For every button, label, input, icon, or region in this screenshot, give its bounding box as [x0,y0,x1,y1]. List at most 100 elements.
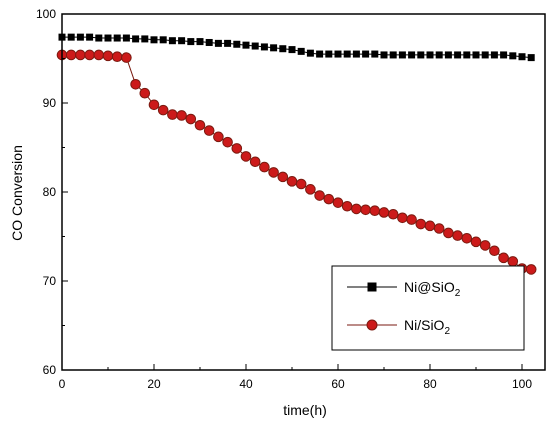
data-point [323,193,335,205]
legend: Ni@SiO2 Ni/SiO2 [331,265,525,351]
data-point [148,99,160,111]
data-point [525,264,537,275]
data-point [481,51,489,59]
data-point [297,47,305,55]
data-point [277,171,289,183]
data-point [498,252,509,264]
data-point [454,51,462,59]
data-point [443,227,454,239]
data-point [452,230,463,241]
series-ni-at-sio2 [58,33,535,62]
data-point [408,51,416,59]
data-point [242,41,250,49]
data-point [213,131,224,143]
data-point [500,51,508,59]
data-point [167,109,178,120]
data-point [157,104,169,116]
data-point [231,143,243,154]
data-point [222,136,233,148]
data-point [176,110,187,121]
data-point [360,204,371,216]
data-point [224,39,232,47]
data-point [196,38,204,46]
data-point [121,52,132,63]
data-point [490,51,498,59]
data-point [415,218,427,230]
data-point [279,45,287,53]
y-tick-label: 70 [43,274,57,288]
legend-box [331,265,525,351]
data-point [380,51,388,59]
data-point [444,51,452,59]
series-ni-sio2 [56,49,537,275]
data-point [159,36,167,44]
legend-label-ni-sio2: Ni/SiO2 [404,317,450,337]
data-point [249,156,261,168]
data-point [75,49,86,61]
data-point [67,33,75,41]
data-point [132,35,140,43]
data-point [111,51,123,63]
data-point [387,208,399,220]
legend-marker-circle [366,319,378,331]
data-point [397,212,408,224]
data-point [65,49,77,61]
y-axis-title: CO Conversion [9,145,25,241]
y-tick-label: 80 [43,185,57,199]
data-point [398,51,406,59]
data-point [406,214,417,225]
data-point [424,220,436,232]
tick-labels: 0 20 40 60 80 100 60 70 80 90 100 [36,7,532,391]
x-tick-label: 60 [331,377,345,391]
data-point [435,51,443,59]
data-point [470,236,482,248]
data-point [341,200,353,212]
y-tick-label: 60 [43,363,57,377]
legend-marker-square [367,282,377,292]
data-point [378,207,390,218]
data-point [334,50,342,58]
data-point [150,36,158,44]
data-point [76,33,84,41]
data-point [203,125,215,136]
data-point [240,151,252,162]
data-point [369,205,381,216]
x-tick-label: 40 [239,377,253,391]
data-point [461,232,473,244]
data-point [113,34,121,42]
data-point [306,49,314,57]
data-point [527,54,535,62]
y-tick-label: 100 [36,7,56,21]
data-point [325,50,333,58]
data-point [259,161,270,173]
series-layer [56,33,537,275]
data-point [371,50,379,58]
data-point [343,50,351,58]
x-tick-label: 80 [423,377,437,391]
data-point [187,38,195,46]
data-point [314,190,325,201]
data-point [507,256,519,267]
axis-ticks [61,13,523,371]
data-point [95,34,103,42]
data-point [102,50,114,62]
data-point [295,178,307,190]
data-point [139,87,151,99]
data-point [268,167,279,178]
data-point [93,49,105,61]
data-point [185,113,197,125]
data-point [351,203,362,215]
data-point [489,245,500,257]
data-point [260,43,268,51]
data-point [178,37,186,45]
data-point [214,39,222,47]
data-point [130,79,141,90]
x-axis-title: time(h) [283,402,327,418]
series-line [62,36,532,59]
data-point [362,50,370,58]
data-point [417,51,425,59]
x-tick-label: 100 [512,377,532,391]
data-point [472,51,480,59]
legend-label-ni-at-sio2: Ni@SiO2 [404,279,461,299]
